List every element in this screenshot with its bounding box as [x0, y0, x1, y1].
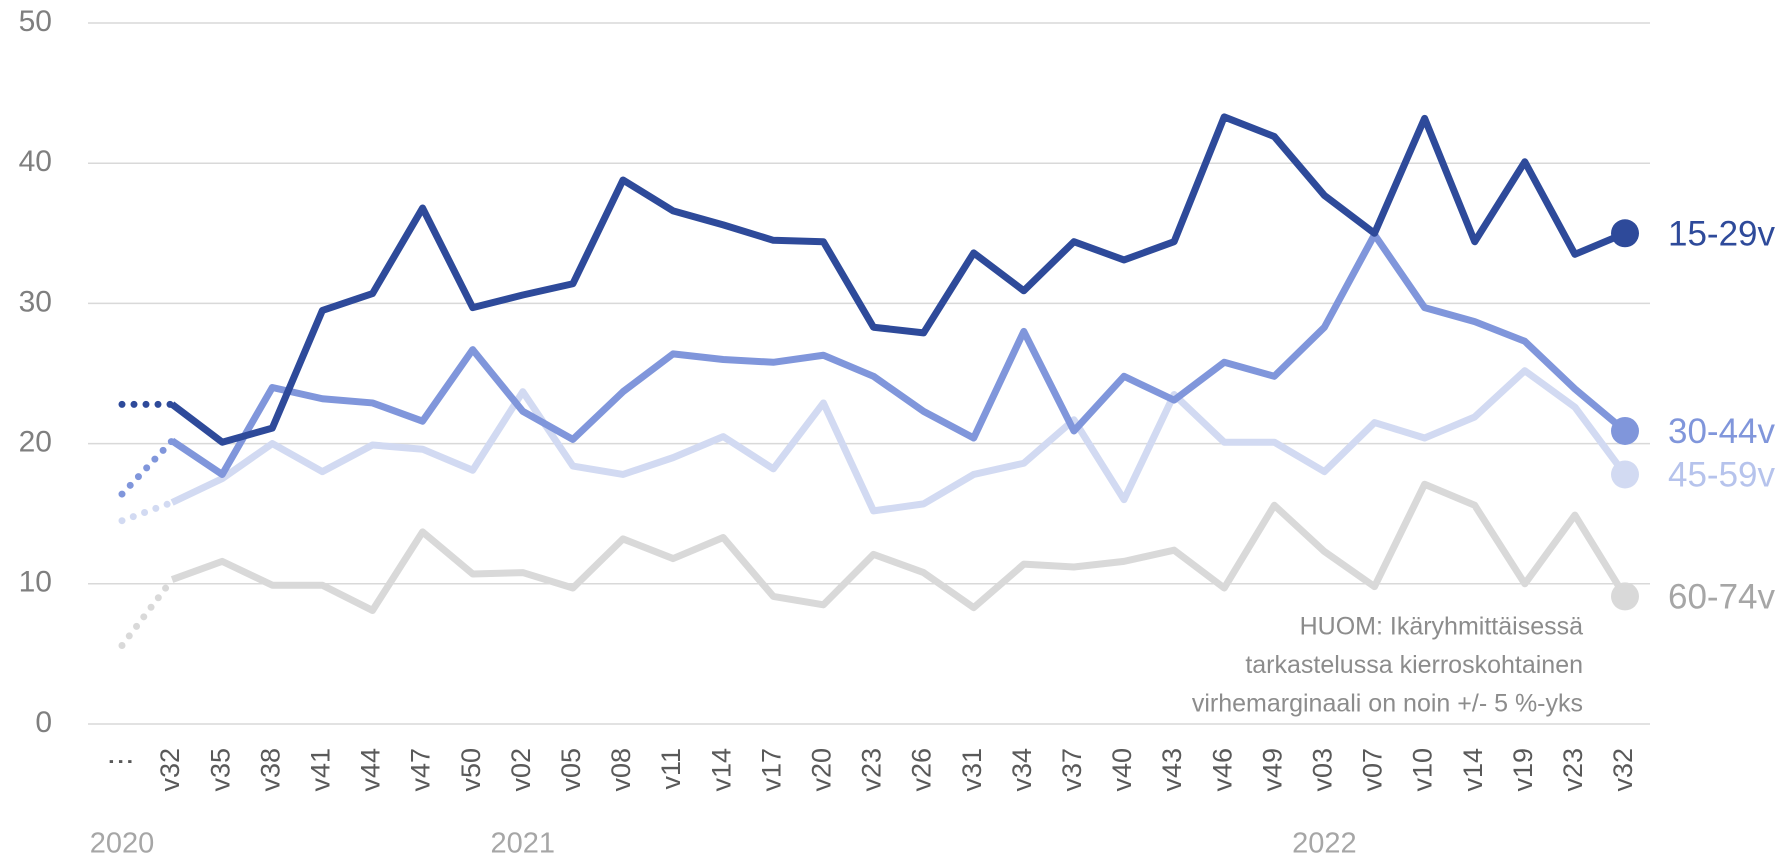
- x-tick-label: v41: [306, 748, 336, 792]
- end-marker: [1611, 582, 1639, 611]
- x-tick-label: v14: [706, 748, 736, 792]
- x-tick-label: v20: [807, 748, 837, 792]
- annotation: HUOM: Ikäryhmittäisessä: [1300, 613, 1583, 641]
- series-label: 60-74v: [1668, 578, 1776, 617]
- year-label: 2021: [491, 828, 556, 859]
- y-tick-label: 50: [19, 5, 52, 38]
- series-label: 30-44v: [1668, 412, 1776, 451]
- x-tick-label: v44: [356, 748, 386, 792]
- x-tick-label: v19: [1508, 748, 1538, 792]
- x-tick-label: v03: [1308, 748, 1338, 792]
- series-label: 15-29v: [1668, 215, 1776, 254]
- x-tick-label: v34: [1007, 748, 1037, 792]
- x-tick-label: v32: [1608, 748, 1638, 792]
- x-tick-label: v38: [255, 748, 285, 792]
- x-tick-label: v37: [1057, 748, 1087, 792]
- line-dotted: [118, 576, 176, 649]
- y-tick-label: 10: [19, 566, 52, 599]
- year-label: 2022: [1292, 828, 1357, 859]
- x-tick-label: v11: [656, 748, 686, 790]
- year-label: 2020: [90, 828, 155, 859]
- x-tick-label: v02: [506, 748, 536, 792]
- x-tick-label: v14: [1458, 748, 1488, 792]
- line-dotted: [118, 498, 176, 525]
- x-tick-label: v46: [1207, 748, 1237, 792]
- line: [170, 231, 1628, 478]
- x-tick-label: v35: [205, 748, 235, 792]
- x-tick-label: v40: [1107, 748, 1137, 792]
- line-dotted: [118, 437, 176, 498]
- x-tick-label: ⋮: [105, 748, 135, 775]
- x-tick-label: v32: [155, 748, 185, 792]
- annotation: tarkastelussa kierroskohtainen: [1245, 651, 1583, 679]
- x-tick-label: v31: [957, 748, 987, 792]
- x-tick-label: v07: [1358, 748, 1388, 792]
- x-tick-label: v05: [556, 748, 586, 792]
- x-tick-label: v17: [756, 748, 786, 792]
- x-tick-label: v10: [1408, 748, 1438, 792]
- y-tick-label: 40: [19, 145, 52, 178]
- x-tick-label: v26: [907, 748, 937, 792]
- end-marker: [1611, 460, 1639, 489]
- y-tick-label: 0: [35, 706, 52, 739]
- end-marker: [1611, 416, 1639, 445]
- line: [170, 480, 1628, 614]
- x-tick-label: v23: [857, 748, 887, 792]
- x-tick-label: v47: [406, 748, 436, 792]
- line: [169, 113, 1627, 446]
- x-tick-label: v49: [1257, 748, 1287, 792]
- y-tick-label: 20: [19, 426, 52, 459]
- x-tick-label: v08: [606, 748, 636, 792]
- x-tick-label: v50: [456, 748, 486, 792]
- series-label: 45-59v: [1668, 456, 1776, 495]
- line: [170, 367, 1628, 515]
- end-marker: [1611, 219, 1639, 248]
- x-tick-label: v23: [1558, 748, 1588, 792]
- x-tick-label: v43: [1157, 748, 1187, 792]
- annotation: virhemarginaali on noin +/- 5 %-yks: [1192, 690, 1583, 718]
- y-tick-label: 30: [19, 285, 52, 318]
